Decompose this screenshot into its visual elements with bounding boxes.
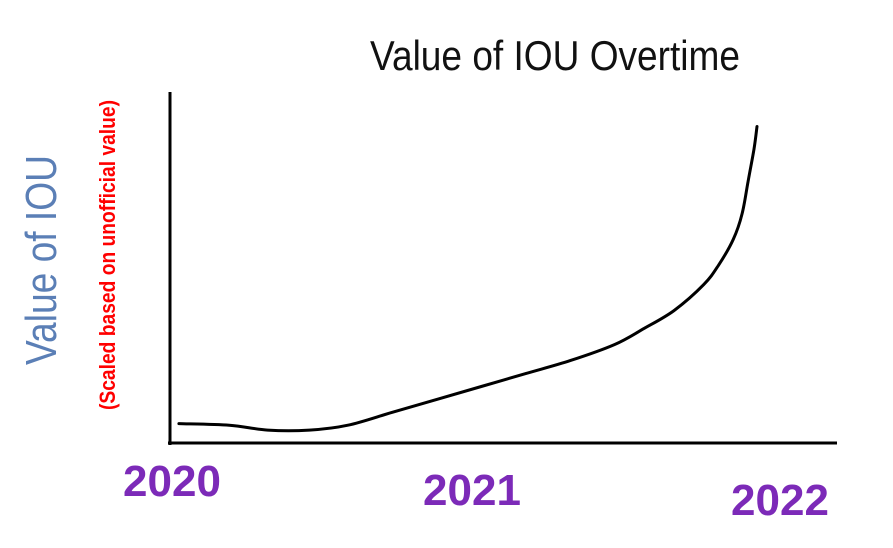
y-axis-note: (Scaled based on unofficial value) [95,100,120,410]
x-tick-label: 2021 [423,466,521,515]
series-line [177,125,759,433]
y-axis-label: Value of IOU [17,155,66,365]
x-tick-label: 2022 [731,476,829,525]
x-tick-labels: 2020 2021 2022 [123,457,829,525]
chart-title: Value of IOU Overtime [370,32,740,79]
x-tick-label: 2020 [123,457,221,506]
